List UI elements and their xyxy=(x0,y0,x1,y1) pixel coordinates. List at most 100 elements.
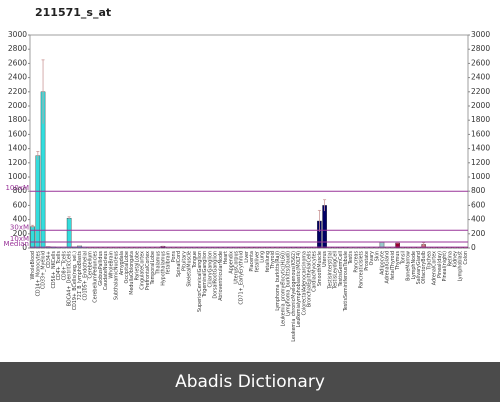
x-tick-label: BDCA4+_DentriticCells xyxy=(67,251,73,307)
y-tick-label: 2400 xyxy=(8,73,27,82)
x-tick-label: Thalamus xyxy=(155,251,161,276)
x-tick-label: Tonsil xyxy=(400,251,406,265)
y-tick-label: 2800 xyxy=(8,44,27,53)
y2-tick-label: 1400 xyxy=(471,144,490,153)
y-tick-label: 600 xyxy=(13,200,28,209)
reference-label: Median xyxy=(4,240,29,248)
x-tick-label: CD71+_EarlyErythroid xyxy=(239,251,245,305)
x-tick-label: SalivaryGland xyxy=(416,251,422,284)
x-tick-label: SuperiorCervicalGanglion xyxy=(197,251,203,312)
x-tick-label: DorsalRootGanglion xyxy=(213,251,219,299)
y-tick-label: 2600 xyxy=(8,58,27,67)
x-tick-label: MedullaOblongata xyxy=(129,251,135,295)
x-tick-label: BronchialEpithelialCells xyxy=(306,251,312,308)
x-tick-label: CD56+_NKCells xyxy=(51,251,57,289)
x-tick-label: fetalbrain xyxy=(166,251,172,274)
y-tick-label: 1400 xyxy=(8,144,27,153)
x-tick-label: Adipocyte xyxy=(379,251,385,275)
x-tick-label: Cerebellum xyxy=(87,251,93,279)
x-tick-label: Retina xyxy=(447,251,453,266)
x-tick-label: Lymphoma_burkitts(Daudi) xyxy=(286,251,292,316)
y2-tick-label: 1000 xyxy=(471,172,490,181)
y-tick-label: 0 xyxy=(22,243,27,252)
x-tick-label: Pineal(night) xyxy=(442,251,448,282)
x-tick-label: Appendix xyxy=(228,251,234,274)
x-tick-label: LymphNode xyxy=(411,251,417,279)
y2-tick-label: 2800 xyxy=(471,44,490,53)
x-tick-label: CD14+_Monocytes xyxy=(35,251,41,297)
x-tick-label: Heart xyxy=(223,251,229,264)
x-tick-label: TestisLeydigCell xyxy=(333,251,339,290)
x-tick-label: SkeletalMuscle xyxy=(187,251,193,287)
x-tick-label: Skin xyxy=(374,251,380,261)
x-tick-label: Kidney xyxy=(452,251,458,268)
x-tick-label: Lung xyxy=(260,251,266,263)
y2-tick-label: 3000 xyxy=(471,30,490,39)
x-tick-label: fetalliver xyxy=(254,251,260,272)
x-tick-label: CiliaryGanglion xyxy=(207,251,213,287)
x-tick-label: GlobusPallidus xyxy=(98,251,104,286)
x-tick-label: Placenta xyxy=(249,251,255,272)
reference-label: 100xM xyxy=(5,184,29,192)
x-tick-label: Hypothalamus xyxy=(160,251,166,286)
x-tick-label: 721_B_lymphoblasts xyxy=(77,251,83,301)
y-tick-label: 400 xyxy=(13,215,28,224)
x-tick-label: Prostate xyxy=(364,251,370,271)
x-tick-label: CardiacMyocytes xyxy=(312,251,318,292)
x-tick-label: Pineal(day) xyxy=(437,251,443,278)
x-tick-label: Pituitary xyxy=(181,251,187,271)
y-tick-label: 1200 xyxy=(8,158,27,167)
x-tick-label: CD19+_BCells(neg._sel.) xyxy=(72,251,78,310)
x-tick-label: AdrenalGland xyxy=(385,251,391,283)
caption-bar xyxy=(0,362,500,402)
y2-tick-label: 1600 xyxy=(471,129,490,138)
x-tick-label: PrefrontalCortex xyxy=(145,251,151,290)
x-tick-label: CD34+ xyxy=(46,251,52,268)
x-tick-label: TestisGermCell xyxy=(338,251,344,287)
x-tick-label: TestisSeminiferousTubule xyxy=(343,251,349,312)
x-tick-label: CD8+_Tcells xyxy=(61,251,67,281)
y2-tick-label: 800 xyxy=(471,186,486,195)
y2-tick-label: 400 xyxy=(471,215,486,224)
x-tick-label: ParietalLobe xyxy=(134,251,140,281)
reference-label: 10xM xyxy=(10,235,29,243)
y-tick-label: 1000 xyxy=(8,172,27,181)
x-tick-label: UterusCorpus xyxy=(233,251,239,284)
y2-tick-label: 2000 xyxy=(471,101,490,110)
x-tick-label: Lymphoblast xyxy=(458,251,464,282)
bar xyxy=(35,155,41,249)
x-tick-label: Colon xyxy=(463,251,469,265)
y-tick-label: 2200 xyxy=(8,87,27,96)
chart-title: 211571_s_at xyxy=(35,6,111,19)
x-tick-label: CD105+_Endothelial xyxy=(82,251,88,300)
x-tick-label: Leukemia_chronicMyelogenous(K562) xyxy=(291,251,297,342)
x-tick-label: Thymus xyxy=(395,251,401,272)
y-tick-label: 3000 xyxy=(8,30,27,39)
x-tick-label: Pons xyxy=(171,251,177,263)
x-tick-label: TrigeminalGanglion xyxy=(202,251,208,298)
x-tick-label: AdrenalCortex xyxy=(432,251,438,285)
x-tick-label: AtrioventricularNode xyxy=(218,251,224,301)
x-tick-label: Amygdala xyxy=(119,251,125,275)
x-tick-label: Leukemialymphoblastic(MOLT4) xyxy=(296,251,302,327)
x-tick-label: fetallung xyxy=(265,251,271,272)
y2-tick-label: 2200 xyxy=(471,87,490,96)
bar xyxy=(66,217,72,249)
y2-tick-label: 1200 xyxy=(471,158,490,167)
x-tick-label: Uterus xyxy=(322,251,328,267)
x-tick-label: SubthalamicNucleus xyxy=(114,251,120,300)
y-tick-label: 1600 xyxy=(8,129,27,138)
y2-tick-label: 600 xyxy=(471,200,486,209)
x-tick-label: Liver xyxy=(244,251,250,263)
x-tick-label: Testis xyxy=(348,251,354,266)
x-tick-label: CD33+_Myeloid xyxy=(41,251,47,289)
x-tick-label: WholeBrain xyxy=(108,251,114,279)
x-tick-label: OccipitalLobe xyxy=(124,251,130,283)
caption: Abadis Dictionary xyxy=(175,372,325,392)
x-tick-label: Thyroid xyxy=(270,251,276,270)
y2-tick-label: 200 xyxy=(471,229,486,238)
x-tick-label: TemporalLobe xyxy=(150,251,156,286)
x-tick-label: Tongue xyxy=(192,251,198,269)
y2-tick-label: 1800 xyxy=(471,115,490,124)
